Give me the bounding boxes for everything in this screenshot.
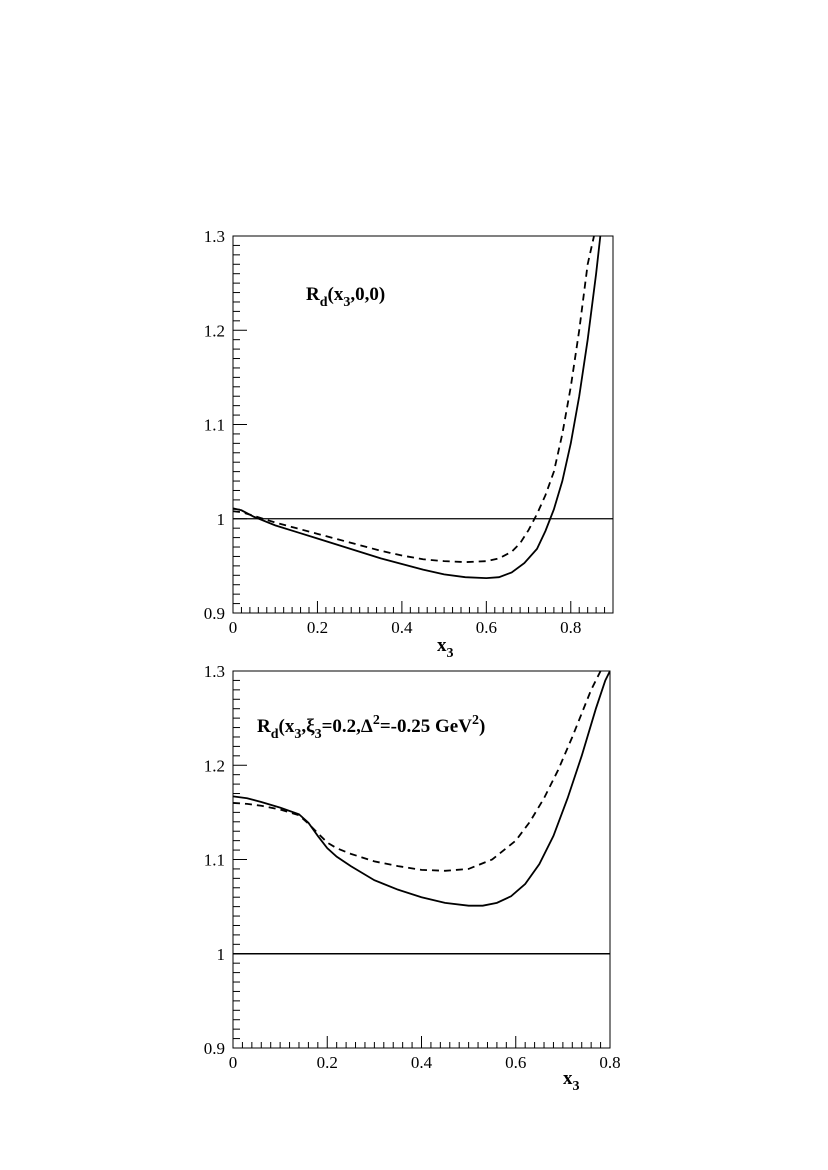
bottom-x-tick-label: 0.8 <box>599 1053 620 1072</box>
top-y-tick-label: 1.2 <box>204 321 225 340</box>
top-series-dashed-line <box>233 236 595 564</box>
bottom-x-tick-label: 0 <box>229 1053 238 1072</box>
top-x-tick-label: 0 <box>229 618 238 637</box>
bottom-y-tick-label: 1.3 <box>204 662 225 681</box>
top-y-tick-label: 1 <box>217 510 226 529</box>
bottom-x-tick-label: 0.6 <box>505 1053 526 1072</box>
bottom-plot-frame <box>232 670 611 1049</box>
top-series-solid-line <box>233 236 602 580</box>
top-x-tick-label: 0.4 <box>391 618 413 637</box>
top-plot-frame <box>232 235 614 614</box>
bottom-y-tick-label: 0.9 <box>204 1039 225 1058</box>
panel-top: 0 0.2 0.4 0.6 0.8 0.9 1 1.1 1.2 1.3 Rd(x3,0,0) x3 <box>204 227 614 661</box>
bottom-series-solid-line <box>233 671 610 907</box>
top-annotation: Rd(x3,0,0) <box>306 284 385 310</box>
bottom-series-dashed-line <box>233 671 602 872</box>
top-y-tick-label: 1.1 <box>204 416 225 435</box>
bottom-annotation: Rd(x3,ξ3=0.2,Δ2=-0.25 GeV2) <box>257 713 485 742</box>
bottom-x-axis-label: x3 <box>563 1068 580 1094</box>
bottom-y-tick-label: 1 <box>217 945 226 964</box>
top-x-tick-label: 0.8 <box>560 618 581 637</box>
panel-bottom: 0 0.2 0.4 0.6 0.8 0.9 1 1.1 1.2 1.3 Rd(x3,ξ3=0.2,… <box>204 662 621 1094</box>
top-axis-ticks <box>232 235 614 614</box>
top-tick-labels: 0 0.2 0.4 0.6 0.8 0.9 1 1.1 1.2 1.3 <box>204 227 582 637</box>
top-y-tick-label: 1.3 <box>204 227 225 246</box>
bottom-series <box>233 671 610 955</box>
top-series <box>233 236 613 580</box>
top-x-axis-label: x3 <box>437 635 454 661</box>
bottom-axis-ticks <box>232 670 611 1049</box>
top-y-tick-label: 0.9 <box>204 604 225 623</box>
bottom-x-tick-label: 0.2 <box>317 1053 338 1072</box>
top-x-tick-label: 0.6 <box>476 618 497 637</box>
bottom-x-tick-label: 0.4 <box>411 1053 433 1072</box>
bottom-tick-labels: 0 0.2 0.4 0.6 0.8 0.9 1 1.1 1.2 1.3 <box>204 662 621 1072</box>
bottom-y-tick-label: 1.1 <box>204 851 225 870</box>
top-x-tick-label: 0.2 <box>307 618 328 637</box>
bottom-y-tick-label: 1.2 <box>204 756 225 775</box>
